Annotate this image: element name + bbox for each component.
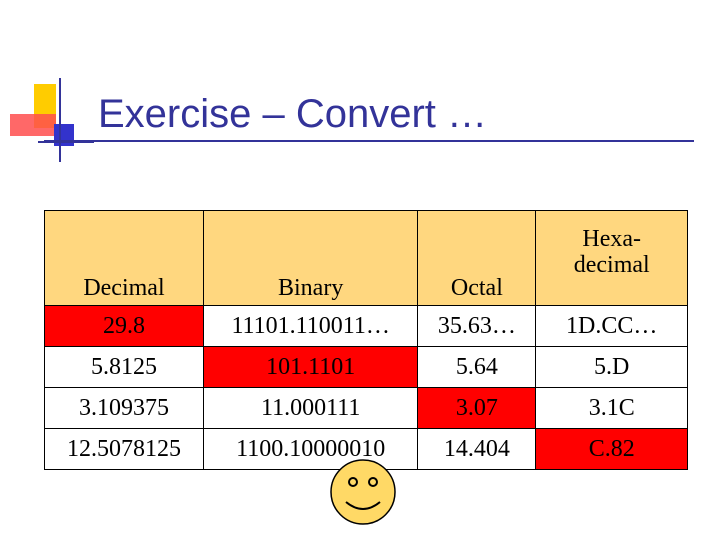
cell-hex: C.82 xyxy=(535,428,688,470)
cell-binary: 11.000111 xyxy=(202,387,419,429)
conversion-table: Decimal Binary Octal Hexa- decimal 29.8 … xyxy=(44,210,688,470)
header-decimal: Decimal xyxy=(44,210,204,306)
cell-octal: 5.64 xyxy=(417,346,537,388)
smiley-face-icon xyxy=(330,459,396,525)
table-row: 29.8 11101.110011… 35.63… 1D.CC… xyxy=(44,305,688,347)
header-hexadecimal: Hexa- decimal xyxy=(535,210,688,306)
slide-template-logo-icon xyxy=(10,78,94,162)
cell-octal: 3.07 xyxy=(417,387,537,429)
cell-decimal: 12.5078125 xyxy=(44,428,204,470)
cell-binary: 11101.110011… xyxy=(202,305,419,347)
cell-decimal: 5.8125 xyxy=(44,346,204,388)
cell-binary: 101.1101 xyxy=(202,346,419,388)
cell-hex: 3.1C xyxy=(535,387,688,429)
cell-hex: 5.D xyxy=(535,346,688,388)
cell-octal: 14.404 xyxy=(417,428,537,470)
cell-decimal: 3.109375 xyxy=(44,387,204,429)
cell-binary: 1100.10000010 xyxy=(202,428,419,470)
table-header-row: Decimal Binary Octal Hexa- decimal xyxy=(44,210,688,306)
header-octal: Octal xyxy=(417,210,537,306)
slide-title: Exercise – Convert … xyxy=(98,92,488,136)
header-binary: Binary xyxy=(202,210,419,306)
cell-hex: 1D.CC… xyxy=(535,305,688,347)
table-row: 5.8125 101.1101 5.64 5.D xyxy=(44,346,688,388)
table-row: 12.5078125 1100.10000010 14.404 C.82 xyxy=(44,428,688,470)
title-underline xyxy=(44,140,694,142)
cell-decimal: 29.8 xyxy=(44,305,204,347)
header-hex-line2: decimal xyxy=(573,252,650,278)
header-hex-line1: Hexa- xyxy=(582,226,642,252)
cell-octal: 35.63… xyxy=(417,305,537,347)
table-row: 3.109375 11.000111 3.07 3.1C xyxy=(44,387,688,429)
